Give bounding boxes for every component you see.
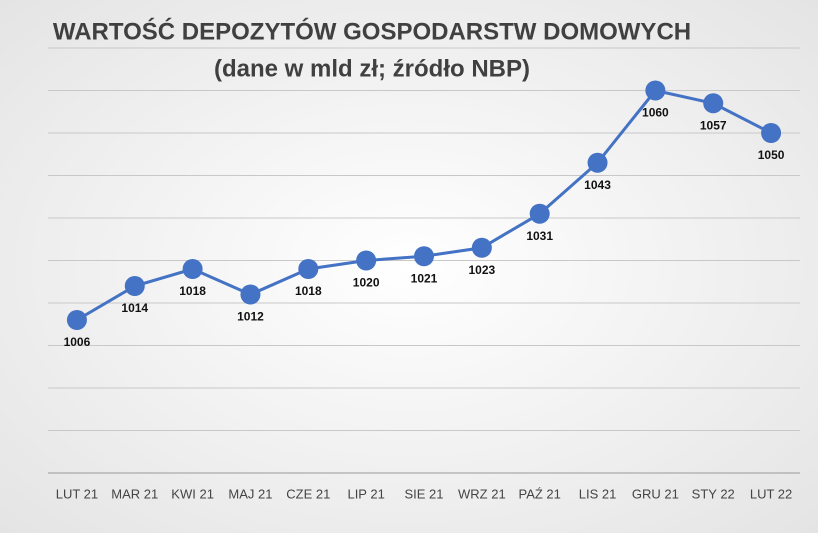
x-tick-label: LUT 22 bbox=[750, 486, 792, 501]
point bbox=[356, 250, 377, 271]
x-tick-label: CZE 21 bbox=[286, 486, 330, 501]
point bbox=[587, 152, 608, 173]
data-label: 1014 bbox=[121, 301, 148, 315]
x-tick-label: MAR 21 bbox=[111, 486, 158, 501]
x-tick-label: SIE 21 bbox=[404, 486, 443, 501]
data-label: 1060 bbox=[642, 106, 669, 120]
x-tick-label: MAJ 21 bbox=[228, 486, 272, 501]
data-label: 1031 bbox=[526, 229, 553, 243]
chart-title: WARTOŚĆ DEPOZYTÓW GOSPODARSTW DOMOWYCH bbox=[53, 17, 691, 45]
point bbox=[124, 276, 145, 296]
data-label: 1057 bbox=[700, 118, 727, 132]
x-tick-label: LUT 21 bbox=[56, 486, 98, 501]
x-tick-label: KWI 21 bbox=[171, 486, 214, 501]
point bbox=[761, 123, 782, 143]
point bbox=[182, 259, 203, 279]
x-tick-label: STY 22 bbox=[692, 486, 735, 501]
data-label: 1023 bbox=[468, 263, 495, 277]
data-label: 1006 bbox=[64, 335, 91, 349]
point bbox=[703, 93, 724, 114]
data-label: 1018 bbox=[179, 284, 206, 298]
data-label: 1021 bbox=[411, 271, 438, 285]
point bbox=[240, 284, 261, 305]
data-label: 1012 bbox=[237, 310, 264, 324]
point bbox=[414, 246, 434, 267]
x-tick-label: LIP 21 bbox=[347, 486, 384, 501]
point bbox=[471, 237, 492, 258]
data-label: 1020 bbox=[353, 276, 380, 290]
x-tick-label: PAŹ 21 bbox=[518, 486, 560, 501]
point bbox=[66, 310, 87, 330]
data-label: 1018 bbox=[295, 284, 322, 298]
point bbox=[645, 80, 666, 101]
x-tick-label: WRZ 21 bbox=[458, 486, 506, 501]
point bbox=[529, 203, 550, 224]
data-label: 1043 bbox=[584, 178, 611, 192]
data-label: 1050 bbox=[758, 148, 785, 162]
x-tick-label: GRU 21 bbox=[632, 486, 679, 501]
x-tick-label: LIS 21 bbox=[579, 486, 617, 501]
chart-subtitle: (dane w mld zł; źródło NBP) bbox=[214, 55, 530, 82]
point bbox=[298, 259, 319, 279]
